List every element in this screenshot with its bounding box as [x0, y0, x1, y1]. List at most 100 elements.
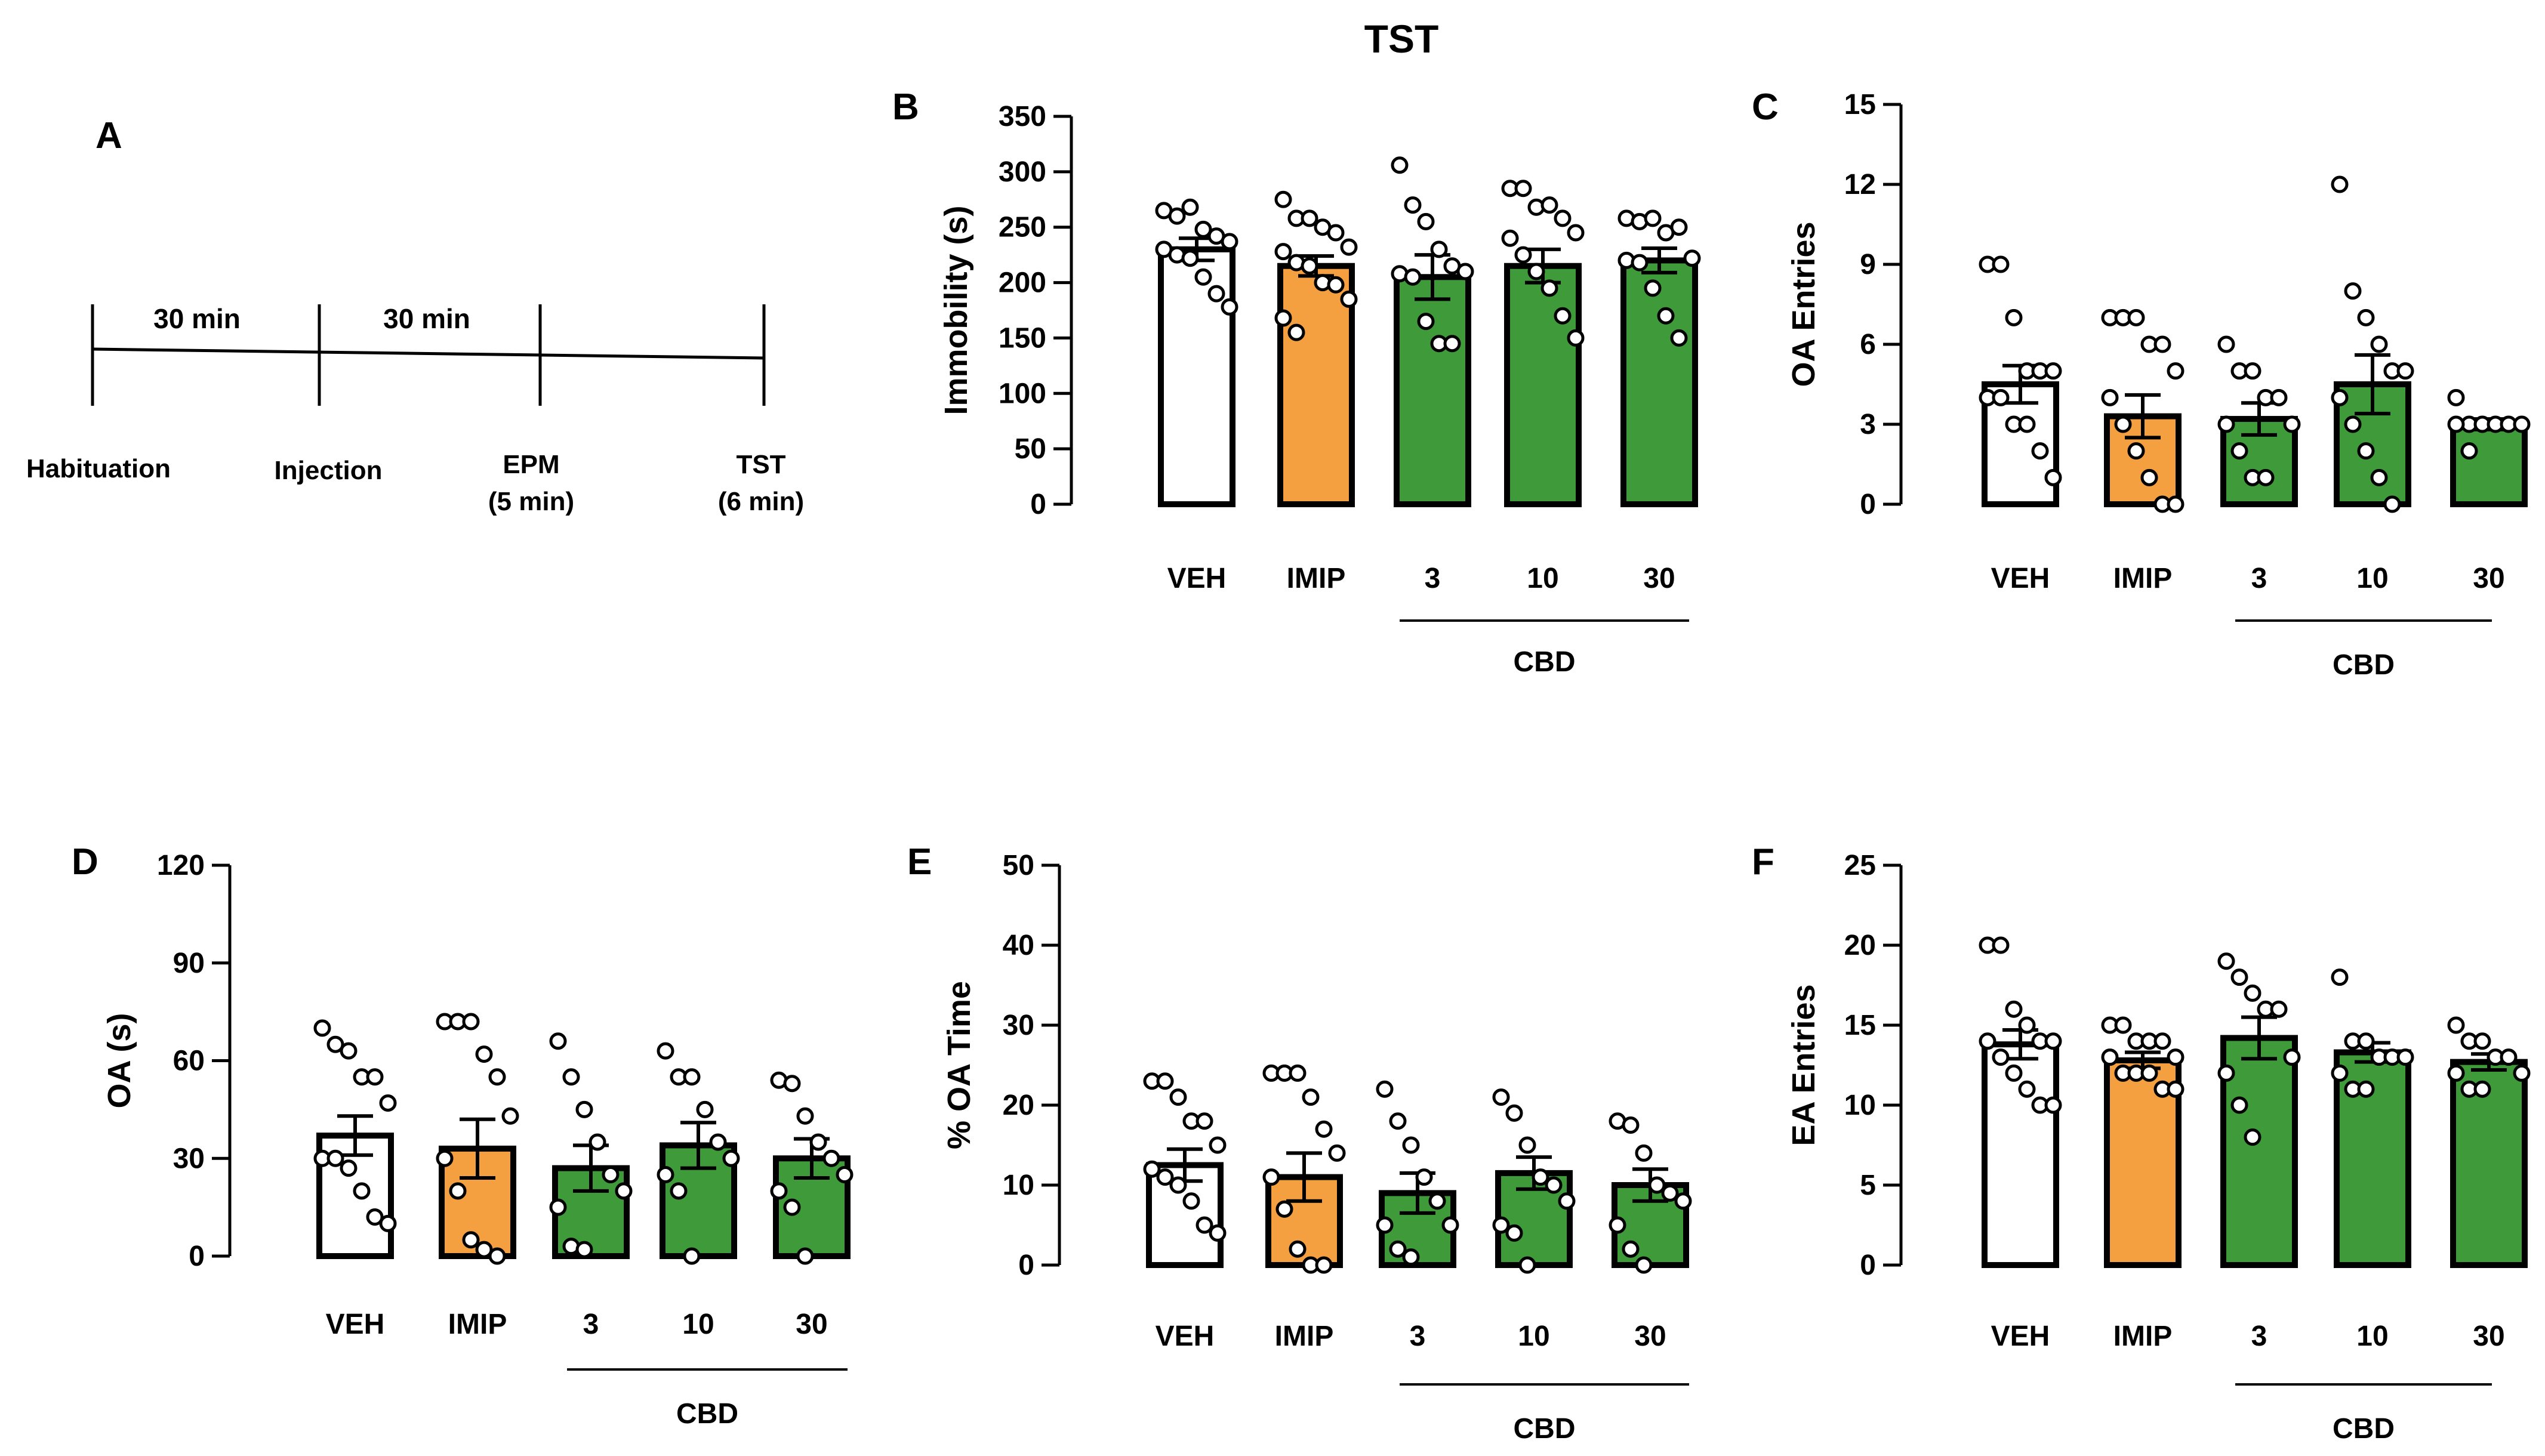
category-label: 10: [1527, 563, 1558, 594]
data-point: [2114, 1016, 2132, 1034]
y-tick-label: 120: [157, 850, 205, 881]
data-point: [1209, 1224, 1227, 1242]
data-point: [2244, 1128, 2261, 1146]
data-point: [2344, 282, 2362, 300]
data-point: [1194, 268, 1212, 286]
data-point: [1992, 388, 2010, 406]
data-point: [1631, 254, 1649, 272]
data-point: [1527, 263, 1545, 280]
data-point: [2270, 1000, 2288, 1018]
data-point: [2473, 1080, 2491, 1098]
data-point: [366, 1068, 384, 1086]
y-tick-label: 15: [1844, 89, 1876, 121]
data-point: [1340, 238, 1358, 256]
y-tick-label: 50: [1015, 433, 1046, 465]
timeline-event-tst-duration: (6 min): [718, 487, 804, 516]
data-point: [1532, 1168, 1549, 1186]
data-point: [796, 1247, 814, 1265]
data-point: [1156, 1168, 1174, 1186]
data-point: [1492, 1088, 1510, 1106]
bar: [2334, 381, 2411, 507]
category-label: VEH: [1156, 1321, 1215, 1352]
data-point: [2396, 1048, 2414, 1066]
data-point: [1428, 1192, 1446, 1210]
data-point: [379, 1214, 397, 1232]
chart-panel-d: D 0 30 60 90 120 OA (s) VEH IMIP 3 10 30 CBD: [72, 841, 854, 1430]
data-point: [2031, 442, 2049, 460]
bar: [1394, 274, 1471, 507]
data-point: [340, 1042, 358, 1060]
data-point: [2230, 442, 2248, 460]
panel-label-a: A: [95, 115, 122, 156]
data-point: [1430, 240, 1448, 258]
group-label: CBD: [2333, 1413, 2395, 1445]
data-point: [2331, 968, 2349, 986]
y-tick-label: 250: [999, 212, 1046, 243]
data-point: [2167, 1080, 2184, 1098]
data-point: [1992, 1048, 2010, 1066]
data-point: [683, 1068, 701, 1086]
y-tick-label: 90: [173, 948, 205, 979]
data-point: [2283, 1048, 2301, 1066]
data-point: [326, 1035, 344, 1053]
data-point: [2140, 468, 2158, 486]
category-label: VEH: [326, 1309, 385, 1340]
data-point: [1156, 1072, 1174, 1090]
data-point: [1391, 156, 1409, 174]
data-point: [1514, 180, 1532, 198]
data-point: [1181, 198, 1199, 216]
data-point: [2217, 1064, 2235, 1082]
data-point: [2127, 309, 2145, 326]
category-label: IMIP: [1287, 563, 1346, 594]
data-point: [488, 1068, 506, 1086]
y-tick-label: 300: [999, 156, 1046, 188]
data-point: [1376, 1080, 1394, 1098]
data-point: [1992, 936, 2010, 954]
category-label: 30: [1643, 563, 1675, 594]
data-point: [1514, 246, 1532, 264]
data-point: [836, 1166, 854, 1184]
data-point: [462, 1231, 480, 1249]
data-point: [696, 1100, 714, 1118]
data-point: [1441, 1216, 1459, 1234]
timeline-event-epm: EPM: [503, 450, 559, 479]
data-point: [1540, 196, 1558, 214]
data-point: [2283, 415, 2301, 433]
data-point: [1376, 1216, 1394, 1234]
data-point: [1622, 1116, 1640, 1134]
y-tick-label: 100: [999, 378, 1046, 409]
data-point: [602, 1166, 620, 1184]
data-point: [722, 1149, 740, 1167]
data-point: [2230, 968, 2248, 986]
data-point: [2140, 1064, 2158, 1082]
data-point: [683, 1247, 701, 1265]
data-point: [657, 1042, 674, 1060]
data-point: [436, 1149, 454, 1167]
data-point: [709, 1133, 727, 1151]
data-point: [1340, 290, 1358, 308]
y-axis-label: OA (s): [101, 1013, 137, 1109]
data-point: [2396, 362, 2414, 380]
data-point: [2230, 1096, 2248, 1114]
timeline-event-tst: TST: [736, 450, 785, 479]
data-point: [1622, 1240, 1640, 1258]
group-label: CBD: [676, 1398, 738, 1430]
data-point: [2331, 1064, 2349, 1082]
y-tick-label: 0: [1860, 1250, 1876, 1281]
data-point: [2513, 415, 2531, 433]
data-point: [1545, 1176, 1563, 1194]
data-point: [1196, 1216, 1213, 1234]
data-point: [1417, 212, 1435, 230]
data-point: [1635, 1256, 1653, 1274]
data-point: [1301, 257, 1318, 275]
data-point: [575, 1100, 593, 1118]
panel-label-e: E: [907, 841, 932, 883]
y-axis-label: % OA Time: [941, 981, 977, 1149]
data-point: [1635, 1144, 1653, 1162]
category-label: VEH: [1167, 563, 1227, 594]
data-point: [1168, 207, 1186, 225]
data-point: [1979, 1032, 1996, 1050]
timeline-event-habituation: Habituation: [26, 454, 171, 483]
data-point: [1567, 329, 1585, 347]
data-point: [1505, 1224, 1523, 1242]
